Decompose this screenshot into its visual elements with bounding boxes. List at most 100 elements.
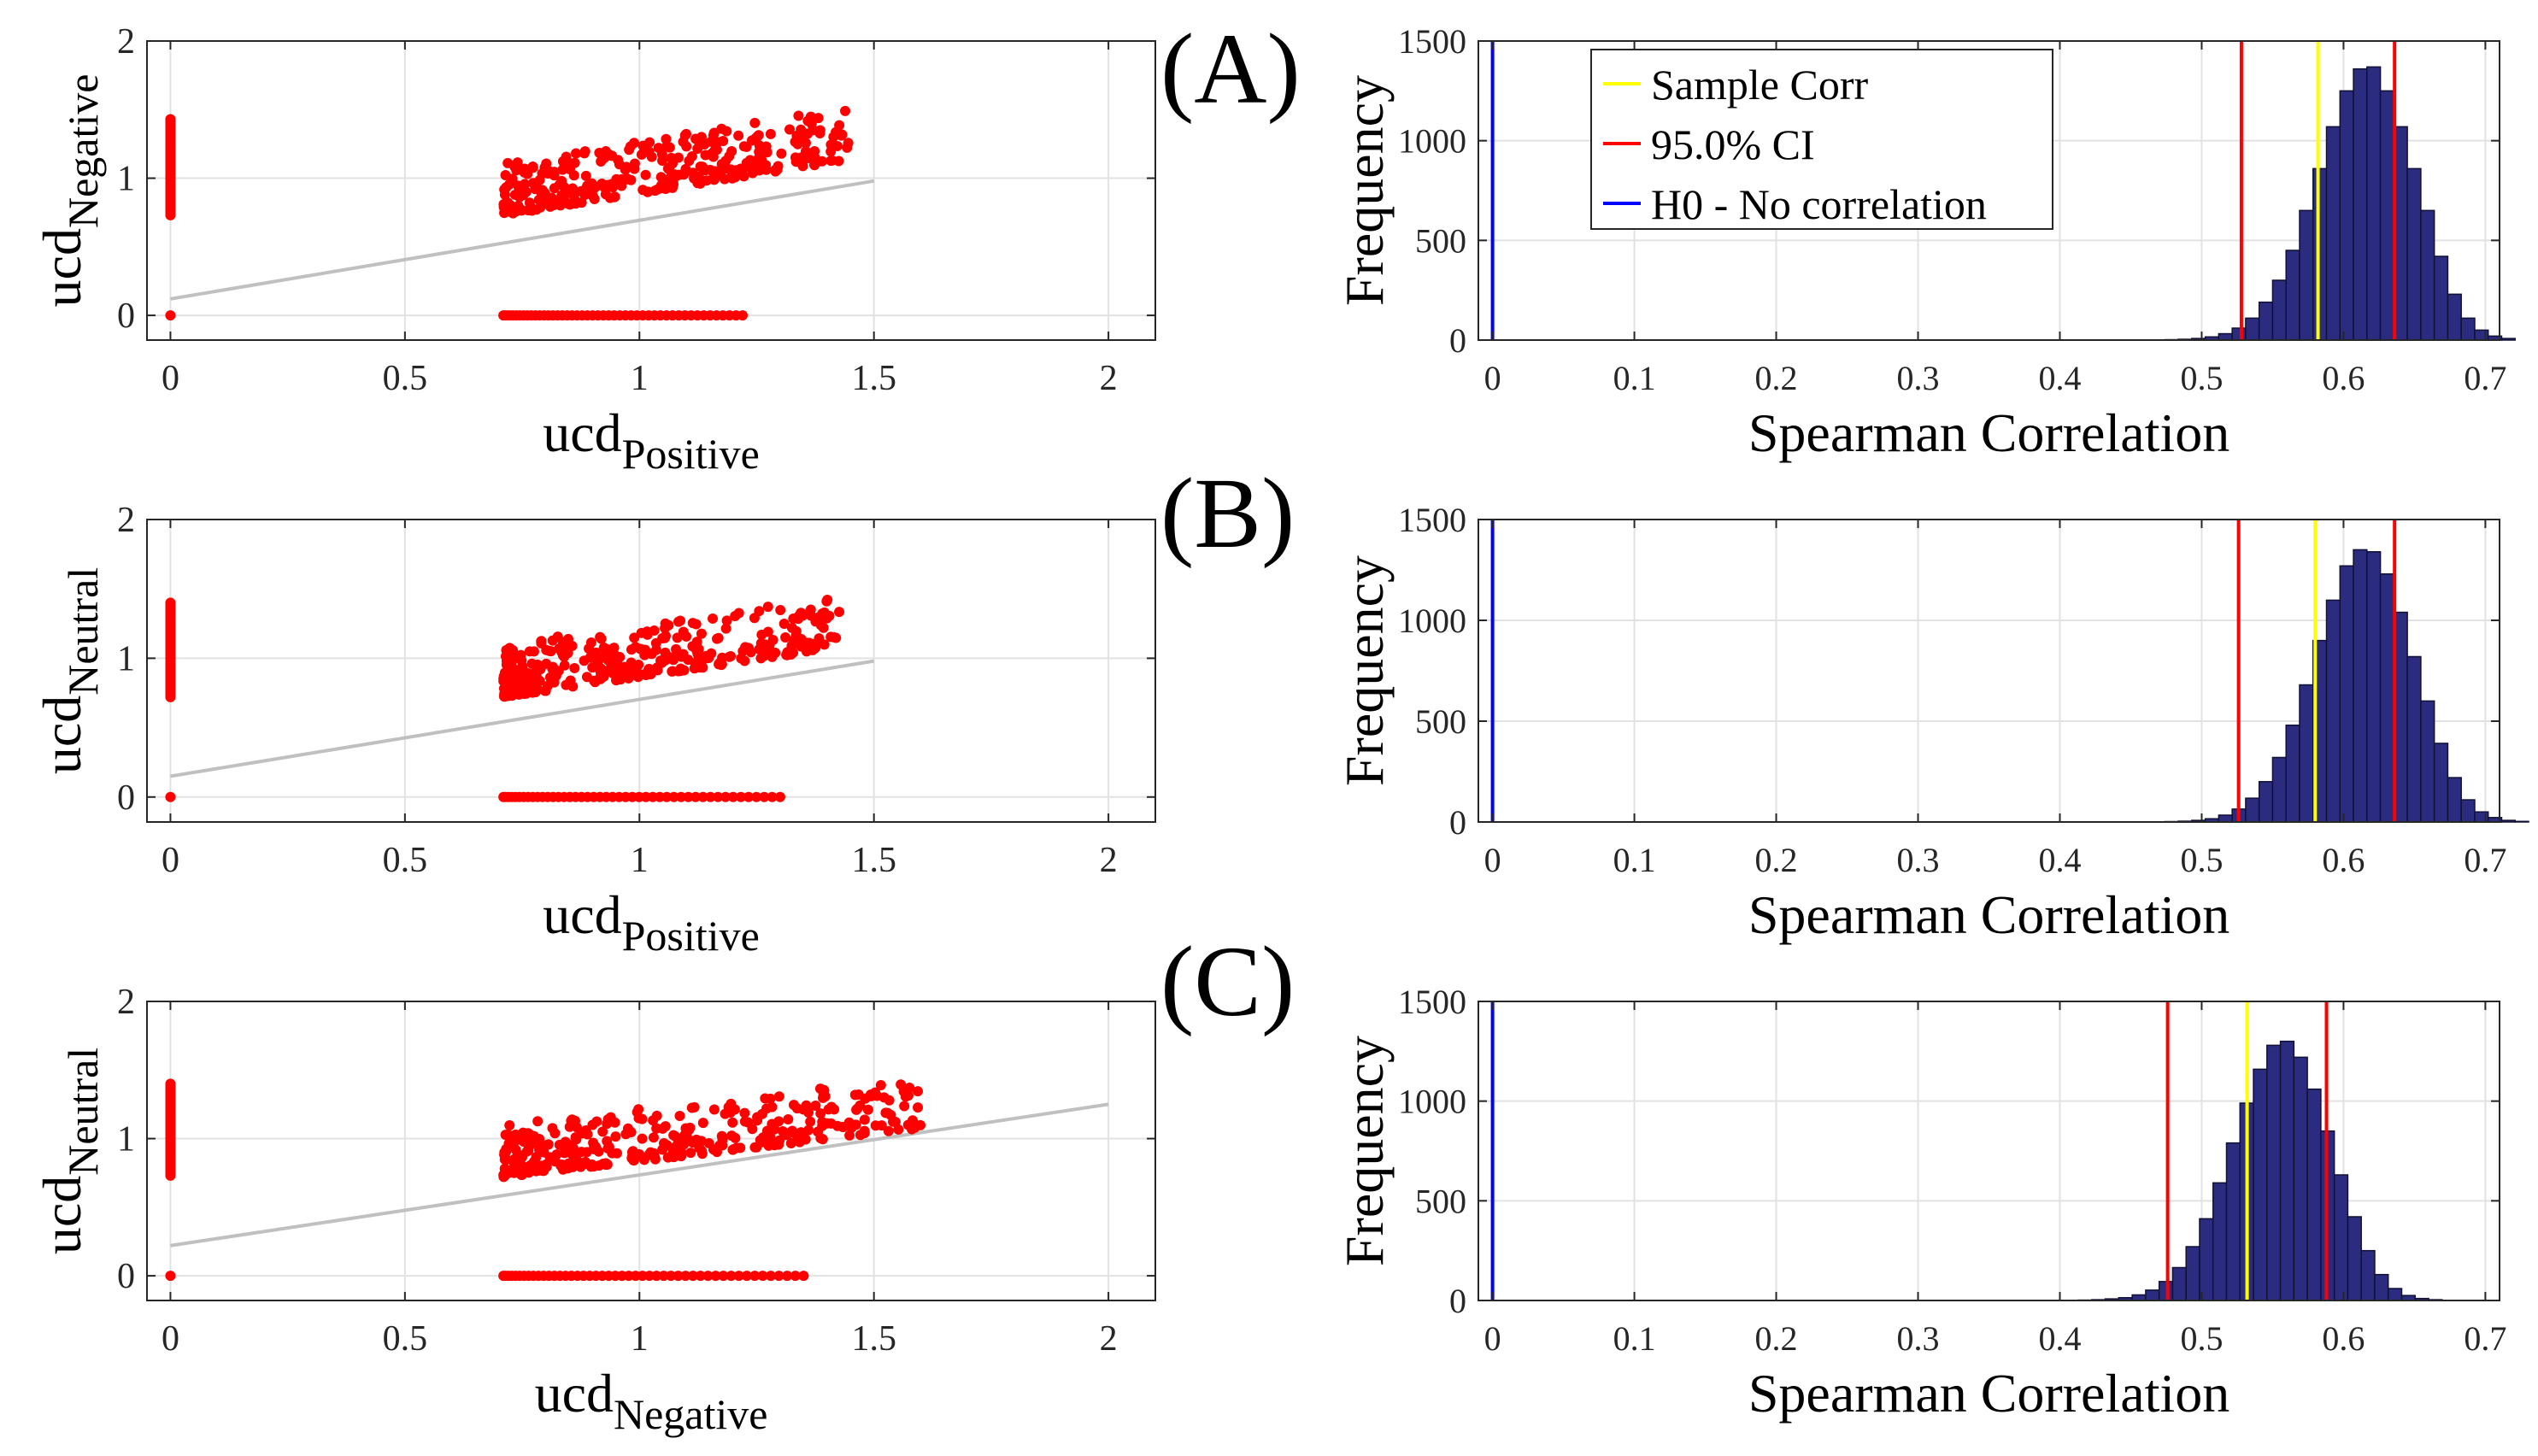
scatter-point <box>697 791 708 802</box>
scatter-point <box>767 1118 778 1130</box>
scatter-point <box>660 632 671 643</box>
scatter-point <box>502 655 513 666</box>
scatter-point <box>536 637 547 649</box>
scatter-point <box>673 1271 684 1282</box>
scatter-point <box>824 610 835 621</box>
histogram-bar <box>2379 90 2395 341</box>
scatter-point <box>788 614 799 625</box>
scatter-point <box>791 130 802 141</box>
scatter-point <box>576 1128 587 1139</box>
histogram-bar <box>2447 293 2462 341</box>
x-axis-label: ucdPositive <box>543 884 760 960</box>
histogram-bar <box>2325 126 2341 341</box>
scatter-point <box>798 1271 809 1282</box>
scatter-point <box>165 1078 176 1089</box>
scatter-point <box>581 672 592 683</box>
scatter-point <box>875 1079 886 1090</box>
histogram-bar <box>2245 317 2260 341</box>
scatter-point <box>745 647 756 658</box>
scatter-point <box>800 138 811 149</box>
scatter-point <box>676 1148 687 1159</box>
scatter-point <box>564 163 575 174</box>
scatter-point <box>775 604 786 615</box>
scatter-point <box>499 688 510 699</box>
y-tick-label: 1 <box>117 160 135 199</box>
scatter-point <box>596 633 607 644</box>
y-tick-label: 2 <box>117 501 135 540</box>
x-tick-label: 0 <box>162 841 179 880</box>
scatter-point <box>814 125 825 136</box>
scatter-point <box>680 1271 691 1282</box>
scatter-point <box>749 1271 761 1282</box>
scatter-point <box>695 1271 706 1282</box>
scatter-point <box>514 665 525 676</box>
scatter-point <box>762 602 773 613</box>
scatter-point <box>721 615 732 626</box>
scatter-point <box>632 666 643 678</box>
panel-label-a: (A) <box>1160 13 1301 125</box>
scatter-point <box>535 194 546 205</box>
y-axis-label: Frequency <box>1334 555 1395 786</box>
scatter-point <box>605 1112 616 1123</box>
scatter-point <box>601 1160 612 1171</box>
scatter-point <box>790 630 802 641</box>
scatter-point <box>825 156 837 167</box>
scatter-point <box>559 1142 570 1153</box>
scatter-point <box>629 632 640 643</box>
scatter-point <box>609 191 620 203</box>
histogram-bar <box>2360 1249 2376 1301</box>
y-tick-label: 500 <box>1415 221 1466 260</box>
histogram-bar <box>2158 1281 2174 1301</box>
x-tick-label: 0.4 <box>2038 359 2081 397</box>
scatter-point <box>556 1159 567 1170</box>
scatter-point <box>626 174 637 185</box>
x-tick-label: 0.5 <box>2180 359 2223 397</box>
x-tick-label: 0.7 <box>2464 359 2506 397</box>
scatter-point <box>516 1160 527 1171</box>
scatter-point <box>717 1140 728 1151</box>
scatter-point <box>697 1118 708 1129</box>
y-tick-label: 1000 <box>1398 1083 1466 1121</box>
scatter-point <box>733 1271 744 1282</box>
scatter-point <box>508 1155 519 1166</box>
scatter-point <box>718 135 729 146</box>
scatter-point <box>648 1132 659 1143</box>
scatter-point <box>862 1104 873 1115</box>
x-tick-label: 0.2 <box>1755 359 1798 397</box>
scatter-point <box>515 649 526 660</box>
scatter-point <box>637 644 649 655</box>
x-axis-label: ucdNegative <box>535 1363 768 1438</box>
y-tick-label: 500 <box>1415 1182 1466 1220</box>
histogram-bar <box>2258 301 2274 341</box>
scatter-point <box>689 1101 700 1113</box>
histogram-bar <box>2218 332 2233 341</box>
scatter-point <box>602 1136 613 1147</box>
histogram-bar <box>2299 684 2314 823</box>
scatter-point <box>749 117 761 128</box>
scatter-point <box>512 157 523 168</box>
scatter-point <box>756 1136 767 1148</box>
scatter-point <box>651 1110 662 1121</box>
y-tick-label: 500 <box>1415 702 1466 741</box>
histogram-bar <box>2299 209 2314 341</box>
scatter-point <box>679 169 690 180</box>
scatter-point <box>793 110 804 121</box>
histogram-bar <box>2514 820 2529 823</box>
x-tick-label: 0.6 <box>2322 841 2365 879</box>
scatter-point <box>651 1271 662 1282</box>
scatter-point <box>651 1123 662 1134</box>
panel-label-c: (C) <box>1160 925 1295 1037</box>
scatter-point <box>589 193 600 204</box>
histogram-bar <box>2460 799 2476 823</box>
scatter-point <box>773 1271 784 1282</box>
histogram-bar <box>2387 1288 2403 1301</box>
x-tick-label: 0 <box>1484 841 1501 879</box>
scatter-point <box>664 161 675 173</box>
y-tick-label: 1000 <box>1398 602 1466 640</box>
axes-box <box>1478 519 2500 823</box>
scatter-point <box>730 1132 741 1143</box>
scatter-point <box>637 185 649 196</box>
y-tick-label: 0 <box>117 296 135 336</box>
